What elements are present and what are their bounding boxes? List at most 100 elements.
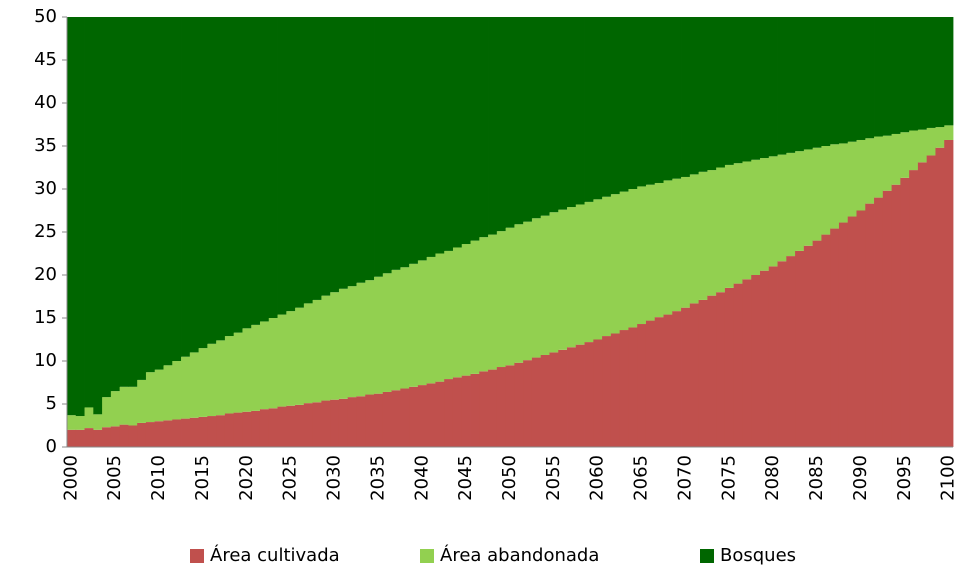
bar-segment xyxy=(900,132,910,178)
bar-segment xyxy=(619,17,629,192)
bar-segment xyxy=(751,17,761,160)
bar-segment xyxy=(663,17,673,181)
x-tick-label: 2020 xyxy=(236,455,257,501)
bar-segment xyxy=(742,279,752,447)
bar-segment xyxy=(189,417,199,447)
bar-segment xyxy=(689,17,700,175)
x-tick-label: 2070 xyxy=(674,455,695,501)
x-tick-label: 2025 xyxy=(280,455,301,501)
bar-segment xyxy=(891,17,901,134)
bar-segment xyxy=(795,151,805,251)
bar-segment xyxy=(365,394,375,447)
bar-segment xyxy=(944,17,954,126)
y-tick-label: 10 xyxy=(34,350,57,371)
bar-segment xyxy=(479,17,489,238)
bar-segment xyxy=(663,314,673,447)
bar-segment xyxy=(110,426,121,447)
bar-segment xyxy=(426,383,436,447)
bar-segment xyxy=(128,386,138,426)
bar-segment xyxy=(558,209,568,350)
bar-segment xyxy=(882,135,892,191)
bar-segment xyxy=(172,361,182,420)
bar-segment xyxy=(882,190,892,447)
bar-segment xyxy=(356,282,366,397)
bar-segment xyxy=(233,332,243,413)
bar-segment xyxy=(523,221,533,361)
bar-segment xyxy=(295,307,305,405)
bar-segment xyxy=(584,201,594,343)
bar-segment xyxy=(803,17,814,150)
bar-segment xyxy=(137,422,147,447)
bar-segment xyxy=(689,303,700,447)
bar-segment xyxy=(356,17,366,283)
bar-segment xyxy=(672,17,682,179)
bar-segment xyxy=(321,400,331,447)
bar-segment xyxy=(338,288,349,399)
bar-segment xyxy=(496,367,507,447)
bar-segment xyxy=(452,17,463,248)
legend-label: Bosques xyxy=(720,545,796,566)
bar-segment xyxy=(198,416,208,447)
bar-segment xyxy=(374,276,384,394)
bar-segment xyxy=(628,327,638,447)
bar-segment xyxy=(163,365,173,421)
bar-segment xyxy=(549,212,559,353)
bar-segment xyxy=(242,328,252,412)
x-tick-label: 2040 xyxy=(411,455,432,501)
bar-segment xyxy=(707,17,717,171)
bar-segment xyxy=(295,404,305,447)
bar-segment xyxy=(102,427,112,447)
bar-segment xyxy=(602,196,612,337)
bar-segment xyxy=(216,340,226,416)
bar-segment xyxy=(654,182,664,318)
x-tick-label: 2005 xyxy=(104,455,125,501)
bar-segment xyxy=(409,17,419,264)
bar-segment xyxy=(716,292,726,447)
bar-segment xyxy=(102,17,112,398)
bar-segment xyxy=(321,295,331,401)
bar-segment xyxy=(540,215,550,355)
bar-segment xyxy=(751,159,761,275)
bar-segment xyxy=(417,260,428,386)
bar-segment xyxy=(777,261,787,447)
bar-segment xyxy=(654,17,664,183)
bar-segment xyxy=(689,174,700,304)
bar-segment xyxy=(575,17,585,205)
bar-segment xyxy=(488,234,498,370)
bar-segment xyxy=(891,184,901,447)
bar-segment xyxy=(821,146,831,235)
bar-segment xyxy=(119,424,129,447)
bar-segment xyxy=(488,17,498,235)
bar-segment xyxy=(830,144,840,229)
bar-segment xyxy=(602,17,612,197)
bar-segment xyxy=(593,339,603,447)
bar-segment xyxy=(137,17,147,380)
bar-segment xyxy=(838,143,849,223)
bar-segment xyxy=(154,421,164,447)
bar-segment xyxy=(172,419,182,447)
bar-segment xyxy=(935,147,945,447)
bar-segment xyxy=(610,17,621,195)
x-tick-label: 2010 xyxy=(148,455,169,501)
bar-segment xyxy=(540,354,550,447)
bar-segment xyxy=(628,17,638,189)
bar-segment xyxy=(698,171,708,300)
x-tick-label: 2100 xyxy=(938,455,959,501)
bar-segment xyxy=(645,184,656,321)
bar-segment xyxy=(742,17,752,162)
bar-segment xyxy=(724,164,735,288)
bar-segment xyxy=(575,344,585,447)
bar-segment xyxy=(110,17,121,392)
bar-segment xyxy=(847,17,857,142)
bar-segment xyxy=(724,287,735,447)
bar-segment xyxy=(303,303,314,404)
bar-segment xyxy=(830,228,840,447)
bar-segment xyxy=(347,286,357,398)
y-tick-label: 35 xyxy=(34,135,57,156)
bar-segment xyxy=(119,17,129,387)
bar-segment xyxy=(602,336,612,447)
bar-segment xyxy=(768,17,778,157)
bar-segment xyxy=(128,17,138,387)
bar-segment xyxy=(514,224,524,363)
bar-segment xyxy=(84,428,94,447)
